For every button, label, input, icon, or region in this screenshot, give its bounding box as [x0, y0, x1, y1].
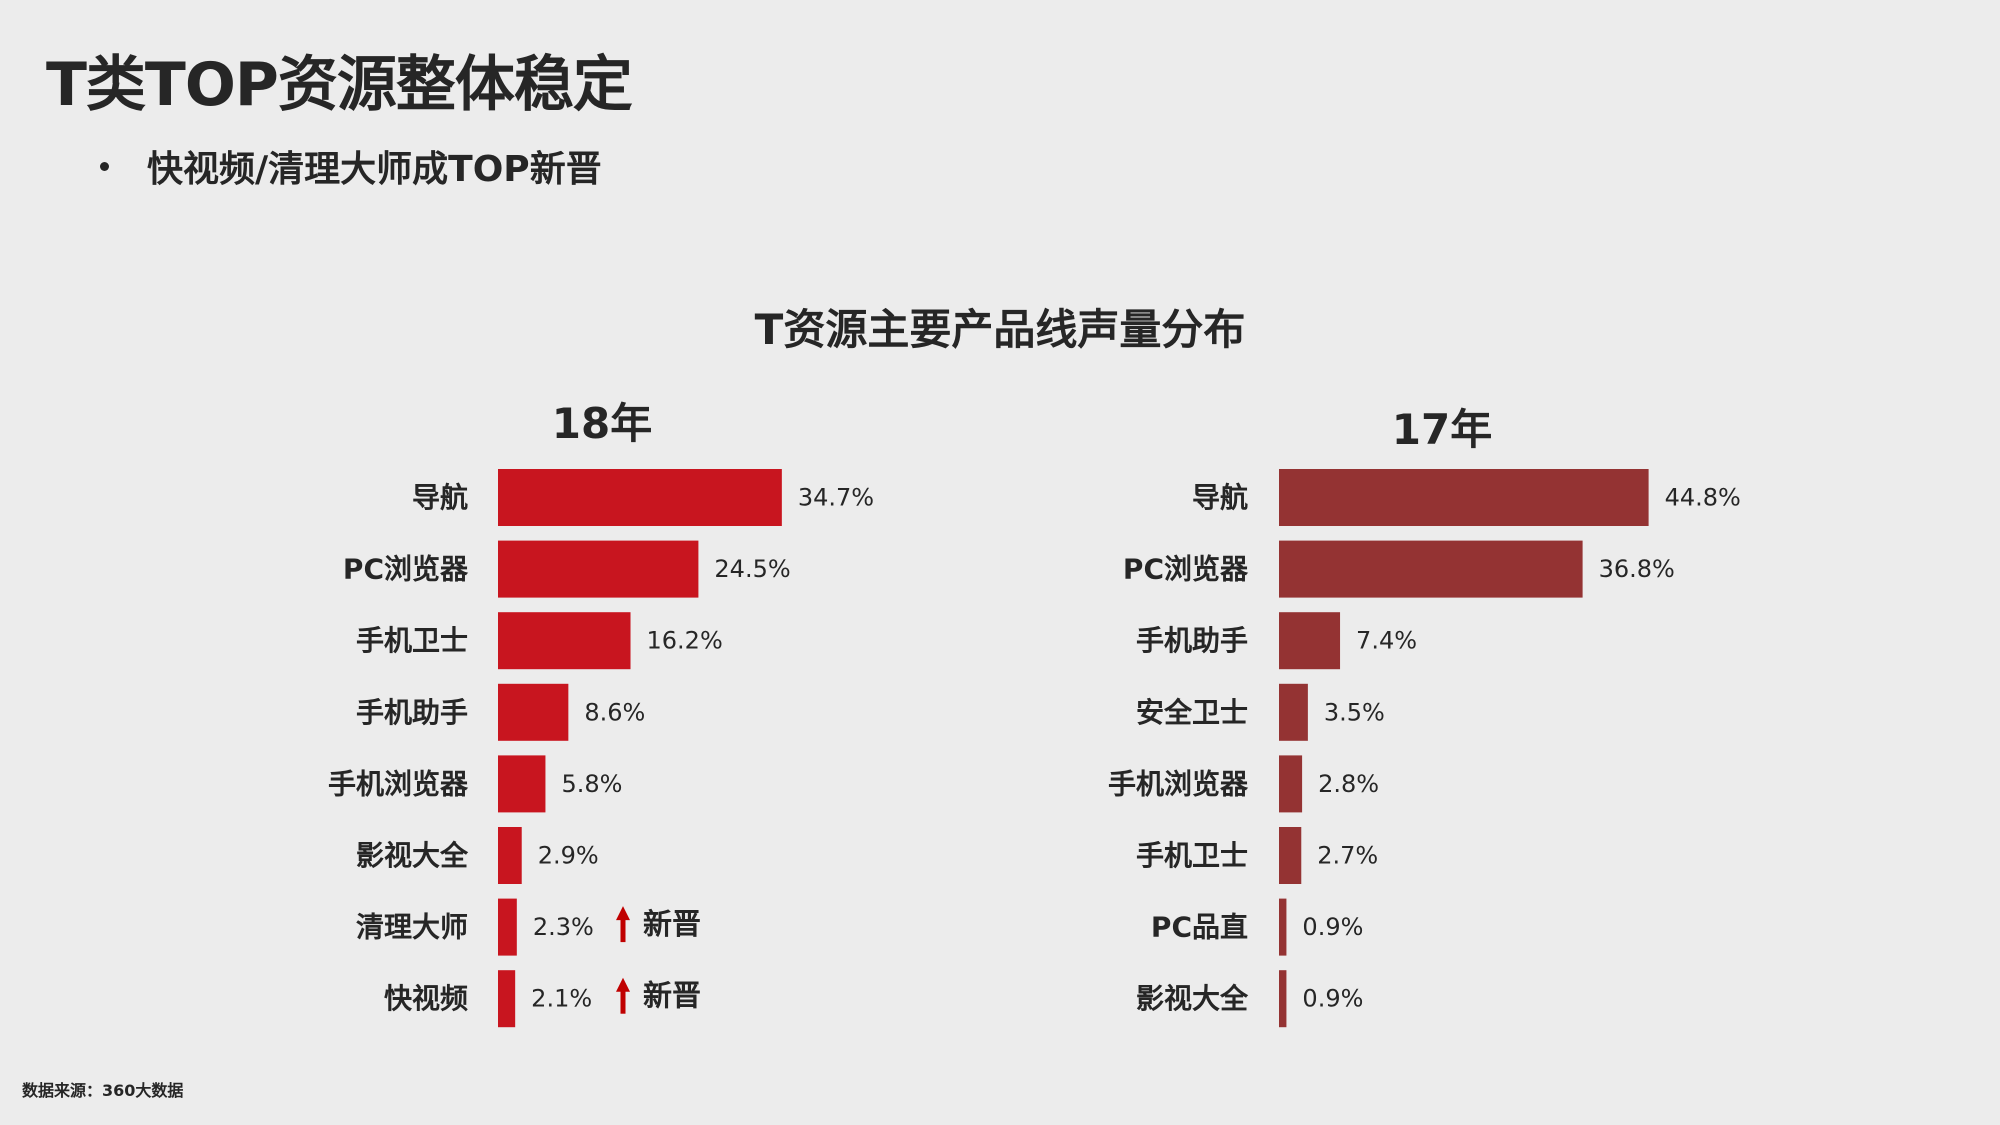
bar-18-2	[498, 612, 631, 670]
value-label-17-6: 0.9%	[1302, 913, 1363, 941]
category-label-17-1: PC浏览器	[1123, 553, 1249, 586]
value-label-18-7: 2.1%	[531, 985, 592, 1013]
year-label-18: 18年	[551, 399, 653, 448]
bar-18-4	[498, 755, 546, 813]
category-label-17-0: 导航	[1192, 481, 1248, 514]
bar-17-6	[1279, 898, 1287, 956]
value-label-18-3: 8.6%	[584, 698, 645, 726]
category-label-18-2: 手机卫士	[356, 624, 468, 657]
category-label-17-4: 手机浏览器	[1108, 767, 1249, 800]
value-label-17-5: 2.7%	[1317, 842, 1378, 870]
year-label-17: 17年	[1391, 405, 1493, 454]
bar-18-0	[498, 469, 782, 526]
value-label-18-4: 5.8%	[561, 770, 622, 798]
new-entry-badge-0: 新晋	[643, 907, 701, 941]
category-label-18-1: PC浏览器	[343, 553, 469, 586]
value-label-18-1: 24.5%	[714, 555, 790, 583]
category-label-17-7: 影视大全	[1136, 982, 1249, 1015]
up-arrow-icon	[616, 906, 630, 921]
bar-17-4	[1279, 755, 1303, 813]
page-title: T类TOP资源整体稳定	[46, 50, 633, 120]
bar-17-2	[1279, 612, 1341, 670]
value-label-17-0: 44.8%	[1665, 484, 1741, 512]
category-label-17-2: 手机助手	[1136, 624, 1248, 657]
bullet-point: 快视频/清理大师成TOP新晋	[100, 140, 602, 192]
value-label-17-3: 3.5%	[1324, 698, 1385, 726]
value-label-18-6: 2.3%	[533, 913, 594, 941]
category-label-18-4: 手机浏览器	[328, 767, 469, 800]
data-source-note: 数据来源：360大数据	[22, 1081, 184, 1100]
value-label-17-4: 2.8%	[1318, 770, 1379, 798]
category-label-18-3: 手机助手	[356, 696, 468, 729]
category-label-18-7: 快视频	[384, 982, 468, 1015]
value-label-17-1: 36.8%	[1599, 555, 1675, 583]
bar-17-3	[1279, 683, 1308, 741]
value-label-17-7: 0.9%	[1302, 985, 1363, 1013]
bar-18-3	[498, 683, 569, 741]
bar-18-1	[498, 540, 699, 598]
bar-18-7	[498, 970, 516, 1028]
bullet-text: 快视频/清理大师成TOP新晋	[147, 149, 602, 190]
value-label-18-0: 34.7%	[798, 484, 874, 512]
value-label-17-2: 7.4%	[1356, 627, 1417, 655]
category-label-17-5: 手机卫士	[1136, 839, 1248, 872]
bar-17-0	[1279, 469, 1649, 526]
bar-18-6	[498, 898, 517, 956]
category-label-18-6: 清理大师	[356, 911, 468, 944]
bar-17-7	[1279, 970, 1287, 1028]
chart-title: T资源主要产品线声量分布	[754, 305, 1246, 354]
category-label-18-5: 影视大全	[356, 839, 469, 872]
up-arrow-icon	[616, 977, 630, 992]
bar-18-5	[498, 827, 522, 884]
value-label-18-5: 2.9%	[538, 842, 599, 870]
bar-17-1	[1279, 540, 1583, 598]
category-label-17-3: 安全卫士	[1136, 696, 1248, 729]
category-label-18-0: 导航	[412, 481, 468, 514]
bar-17-5	[1279, 827, 1302, 884]
new-entry-badge-1: 新晋	[643, 979, 701, 1013]
value-label-18-2: 16.2%	[647, 627, 723, 655]
category-label-17-6: PC品直	[1151, 911, 1248, 944]
bullet-dot-icon	[100, 161, 109, 171]
